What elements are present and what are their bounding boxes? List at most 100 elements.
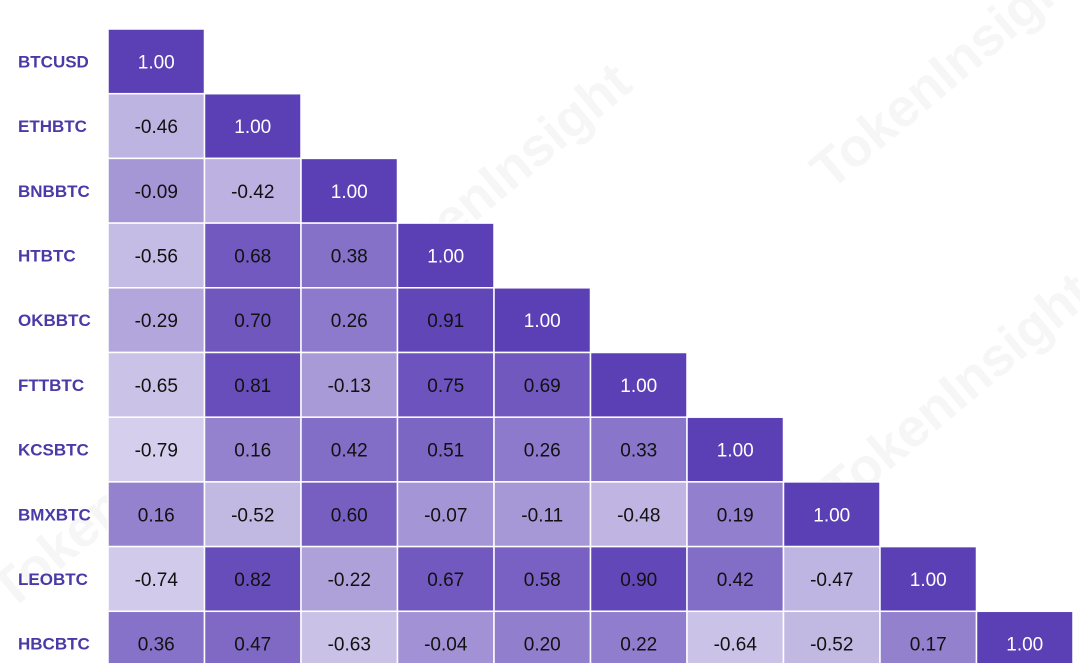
row-label: BMXBTC xyxy=(18,505,91,524)
heatmap-cell xyxy=(493,610,592,663)
heatmap-cell xyxy=(107,481,206,548)
cell-value-label: 0.91 xyxy=(427,311,464,332)
cell-value-label: 1.00 xyxy=(910,570,947,591)
heatmap-cell xyxy=(686,610,785,663)
cell-value-label: 0.38 xyxy=(331,246,368,267)
cell-value-label: 0.20 xyxy=(524,635,561,656)
heatmap-cell xyxy=(300,610,399,663)
cell-value-label: 0.81 xyxy=(234,376,271,397)
cell-value-label: 0.51 xyxy=(427,441,464,462)
heatmap-cell xyxy=(107,92,206,160)
cell-value-label: -0.64 xyxy=(714,635,758,656)
row-label: OKBBTC xyxy=(18,311,91,330)
heatmap-cell xyxy=(107,416,206,483)
cell-value-label: 1.00 xyxy=(524,311,561,332)
heatmap-cell xyxy=(107,28,206,95)
heatmap-cell xyxy=(396,351,495,418)
cell-value-label: -0.11 xyxy=(521,505,563,526)
heatmap-cell xyxy=(203,351,302,418)
heatmap-cell xyxy=(589,351,688,418)
cell-value-label: -0.56 xyxy=(135,246,178,267)
heatmap-cell xyxy=(107,351,206,418)
cell-value-label: 1.00 xyxy=(138,52,175,73)
cell-value-label: 0.58 xyxy=(524,570,561,591)
cell-value-label: 0.42 xyxy=(331,441,368,462)
row-label: BTCUSD xyxy=(18,52,89,71)
cell-value-label: -0.09 xyxy=(135,182,178,203)
heatmap-cell xyxy=(107,610,206,663)
heatmap-cell xyxy=(686,416,785,483)
cell-value-label: -0.07 xyxy=(424,505,467,526)
cell-value-label: -0.74 xyxy=(135,570,179,591)
row-label: HBCBTC xyxy=(18,635,90,654)
heatmap-cell xyxy=(300,545,399,613)
row-label: KCSBTC xyxy=(18,441,89,460)
heatmap-cell xyxy=(300,351,399,418)
cell-value-label: 1.00 xyxy=(427,246,464,267)
heatmap-cell xyxy=(396,416,495,483)
cell-value-label: 0.68 xyxy=(234,246,271,267)
cell-value-label: -0.48 xyxy=(617,505,660,526)
cell-value-label: -0.63 xyxy=(328,635,371,656)
row-label: FTTBTC xyxy=(18,376,84,395)
heatmap-cell xyxy=(396,287,495,354)
heatmap-cell xyxy=(589,416,688,483)
cell-value-label: -0.46 xyxy=(135,117,178,138)
cell-value-label: 0.67 xyxy=(427,570,464,591)
row-label: LEOBTC xyxy=(18,570,88,589)
heatmap-cell xyxy=(493,351,592,418)
cell-value-label: -0.47 xyxy=(810,570,853,591)
row-label: BNBBTC xyxy=(18,182,90,201)
cell-value-label: 0.82 xyxy=(234,570,271,591)
cell-value-label: 0.19 xyxy=(717,505,754,526)
cell-value-label: -0.52 xyxy=(231,505,274,526)
heatmap-cell xyxy=(107,545,206,613)
cell-value-label: 0.22 xyxy=(620,635,657,656)
cell-value-label: 0.16 xyxy=(138,505,175,526)
cell-value-label: 0.69 xyxy=(524,376,561,397)
heatmap-cell xyxy=(975,610,1074,663)
cell-value-label: 0.33 xyxy=(620,441,657,462)
cell-value-label: 0.90 xyxy=(620,570,657,591)
cell-value-label: -0.29 xyxy=(135,311,178,332)
cell-value-label: 0.36 xyxy=(138,635,175,656)
cell-value-label: 1.00 xyxy=(813,505,850,526)
cell-value-label: -0.04 xyxy=(424,635,468,656)
heatmap-cell xyxy=(589,545,688,613)
cell-value-label: 0.26 xyxy=(331,311,368,332)
cell-value-label: 1.00 xyxy=(620,376,657,397)
cell-value-label: 1.00 xyxy=(331,182,368,203)
cell-value-label: -0.13 xyxy=(328,376,371,397)
heatmap-cell xyxy=(396,610,495,663)
heatmap-cell xyxy=(300,157,399,224)
cell-value-label: 0.26 xyxy=(524,441,561,462)
heatmap-cell xyxy=(782,610,881,663)
cell-value-label: -0.52 xyxy=(810,635,853,656)
heatmap-cell xyxy=(203,222,302,289)
cell-value-label: -0.65 xyxy=(135,376,178,397)
cell-value-label: 0.16 xyxy=(234,441,271,462)
heatmap-cell xyxy=(879,545,978,613)
cell-value-label: -0.79 xyxy=(135,441,178,462)
cell-value-label: 0.70 xyxy=(234,311,271,332)
row-label: ETHBTC xyxy=(18,117,87,136)
cell-value-label: 0.17 xyxy=(910,635,947,656)
cell-value-label: 0.47 xyxy=(234,635,271,656)
cell-value-label: -0.42 xyxy=(231,182,274,203)
heatmap-cell xyxy=(203,416,302,483)
heatmap-cell xyxy=(300,481,399,548)
heatmap-cell xyxy=(879,610,978,663)
cell-value-label: 0.60 xyxy=(331,505,368,526)
heatmap-cell xyxy=(589,610,688,663)
heatmap-cell xyxy=(396,222,495,289)
cell-value-label: 1.00 xyxy=(1006,635,1043,656)
heatmap-cell xyxy=(396,545,495,613)
cell-value-label: 0.42 xyxy=(717,570,754,591)
heatmap-cell xyxy=(203,287,302,354)
cell-value-label: 1.00 xyxy=(717,441,754,462)
cell-value-label: 1.00 xyxy=(234,117,271,138)
row-label: HTBTC xyxy=(18,246,76,265)
cell-value-label: 0.75 xyxy=(427,376,464,397)
heatmap-cell xyxy=(203,92,302,160)
